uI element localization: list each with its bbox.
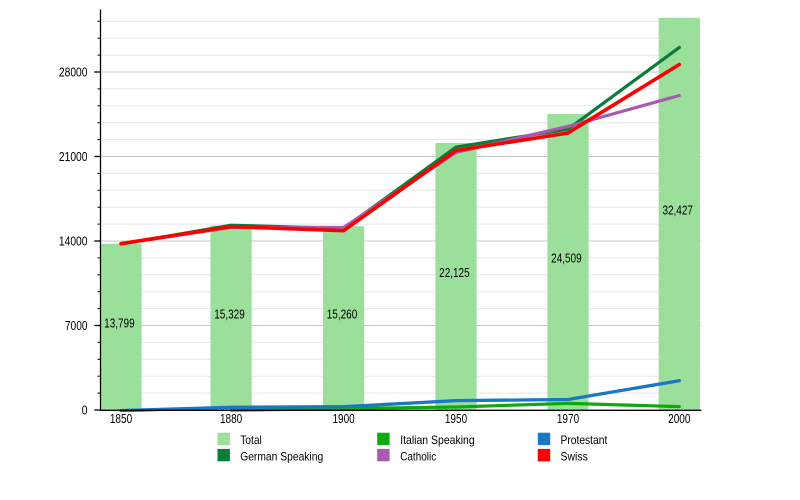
- svg-text:28000: 28000: [59, 65, 88, 80]
- svg-text:21000: 21000: [59, 149, 88, 164]
- svg-text:1950: 1950: [445, 411, 467, 426]
- svg-text:Swiss: Swiss: [561, 450, 588, 464]
- svg-text:22,125: 22,125: [439, 265, 470, 280]
- svg-text:24,509: 24,509: [551, 251, 582, 266]
- svg-text:32,427: 32,427: [662, 203, 693, 218]
- svg-text:Protestant: Protestant: [561, 433, 608, 447]
- svg-text:13,799: 13,799: [104, 316, 135, 331]
- svg-text:Italian Speaking: Italian Speaking: [400, 433, 475, 447]
- svg-text:German Speaking: German Speaking: [240, 450, 323, 464]
- svg-text:Total: Total: [240, 433, 262, 447]
- svg-text:14000: 14000: [59, 234, 88, 249]
- svg-text:15,329: 15,329: [214, 306, 245, 321]
- svg-text:1880: 1880: [220, 411, 242, 426]
- svg-text:2000: 2000: [668, 411, 690, 426]
- svg-text:1850: 1850: [110, 411, 132, 426]
- svg-text:7000: 7000: [65, 318, 88, 333]
- svg-text:1900: 1900: [332, 411, 354, 426]
- svg-text:15,260: 15,260: [327, 307, 358, 322]
- svg-text:0: 0: [82, 403, 88, 418]
- svg-text:1970: 1970: [557, 411, 579, 426]
- svg-text:Catholic: Catholic: [400, 450, 436, 464]
